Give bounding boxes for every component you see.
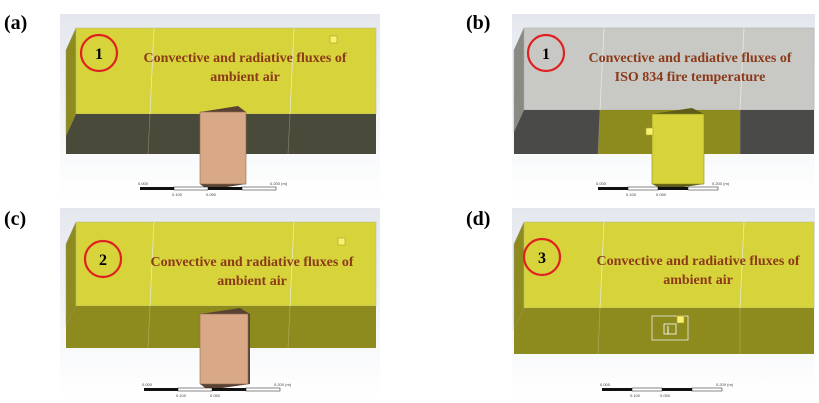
panel-b-caption-line1: Convective and radiative fluxes of — [589, 51, 792, 66]
panel-a-caption-line2: ambient air — [210, 70, 280, 85]
panel-d-model: 3 Convective and radiative fluxes of amb… — [512, 208, 815, 398]
svg-text:0.200 (m): 0.200 (m) — [270, 181, 288, 186]
panel-c-badge: 2 — [99, 252, 107, 269]
svg-text:0.100: 0.100 — [172, 192, 183, 197]
panel-c-caption-line1: Convective and radiative fluxes of — [151, 255, 354, 270]
panel-d-scale-bar: 0.000 0.100 0.050 0.200 (m) — [600, 382, 734, 398]
svg-text:0.050: 0.050 — [660, 393, 671, 398]
svg-text:0.050: 0.050 — [206, 192, 217, 197]
panel-d-caption-line2: ambient air — [663, 273, 733, 288]
panel-label-a: (a) — [4, 12, 28, 34]
panel-b-model: 1 Convective and radiative fluxes of ISO… — [512, 14, 815, 200]
panel-d-badge: 3 — [538, 250, 546, 267]
svg-text:0.050: 0.050 — [210, 393, 221, 398]
svg-text:0.100: 0.100 — [176, 393, 187, 398]
svg-text:0.000: 0.000 — [142, 382, 153, 387]
panel-d-column-outline — [651, 315, 689, 341]
svg-text:0.000: 0.000 — [138, 181, 149, 186]
panel-a-caption-line1: Convective and radiative fluxes of — [144, 51, 347, 66]
svg-text:0.100: 0.100 — [630, 393, 641, 398]
panel-b-caption-line2: ISO 834 fire temperature — [615, 70, 766, 85]
panel-d-viewport: 3 Convective and radiative fluxes of amb… — [512, 208, 815, 398]
panel-label-b: (b) — [466, 12, 491, 34]
svg-text:0.100: 0.100 — [626, 192, 637, 197]
svg-text:0.000: 0.000 — [600, 382, 611, 387]
svg-text:0.200 (m): 0.200 (m) — [274, 382, 292, 387]
panel-b-viewport: 1 Convective and radiative fluxes of ISO… — [512, 14, 815, 200]
panel-c-scale-bar: 0.000 0.100 0.050 0.200 (m) — [142, 382, 292, 398]
svg-text:0.200 (m): 0.200 (m) — [712, 181, 730, 186]
panel-c-viewport: 2 Convective and radiative fluxes of amb… — [60, 208, 380, 398]
panel-a-scale-bar: 0.000 0.100 0.050 0.200 (m) — [138, 181, 288, 197]
panel-d-caption-line1: Convective and radiative fluxes of — [597, 254, 800, 269]
svg-text:0.200 (m): 0.200 (m) — [716, 382, 734, 387]
svg-text:0.000: 0.000 — [596, 181, 607, 186]
panel-b-scale-bar: 0.000 0.100 0.050 0.200 (m) — [596, 181, 730, 197]
panel-c-caption-line2: ambient air — [217, 274, 287, 289]
panel-b-badge: 1 — [542, 46, 550, 63]
panel-c-model: 2 Convective and radiative fluxes of amb… — [60, 208, 380, 398]
panel-label-c: (c) — [4, 208, 27, 230]
panel-a-viewport: 1 Convective and radiative fluxes of amb… — [60, 14, 380, 200]
panel-label-d: (d) — [466, 208, 491, 230]
panel-a-badge: 1 — [95, 46, 103, 63]
panel-a-model: 1 Convective and radiative fluxes of amb… — [60, 14, 380, 200]
svg-text:0.050: 0.050 — [656, 192, 667, 197]
